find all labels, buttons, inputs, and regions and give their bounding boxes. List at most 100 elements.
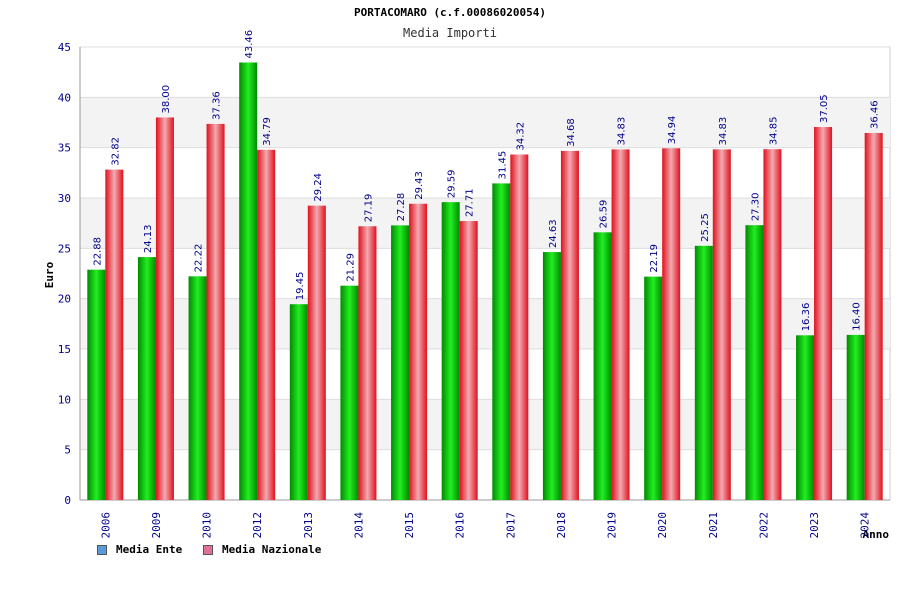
- x-tick-label: 2006: [99, 512, 112, 539]
- data-label-media-ente: 22.22: [194, 244, 205, 273]
- y-axis-label: Euro: [43, 261, 56, 288]
- y-tick-label: 25: [58, 242, 71, 255]
- x-axis-label: Anno: [863, 528, 890, 541]
- x-tick-label: 2016: [454, 512, 467, 539]
- bar-media-ente: [289, 304, 308, 500]
- x-tick-label: 2024: [859, 512, 872, 539]
- data-label-media-nazionale: 34.94: [667, 116, 678, 145]
- bar-media-ente: [340, 285, 359, 500]
- data-label-media-nazionale: 34.83: [718, 117, 729, 146]
- x-tick-label: 2013: [302, 512, 315, 539]
- x-tick-label: 2021: [707, 512, 720, 539]
- bar-media-nazionale: [409, 203, 428, 500]
- data-label-media-ente: 31.45: [497, 151, 508, 180]
- bar-media-ente: [644, 276, 663, 500]
- y-tick-label: 30: [58, 192, 71, 205]
- x-tick-label: 2019: [606, 512, 619, 539]
- legend-item-media-ente: Media Ente: [97, 543, 182, 556]
- legend-item-media-nazionale: Media Nazionale: [203, 543, 321, 556]
- bar-media-nazionale: [763, 149, 782, 500]
- bar-media-nazionale: [510, 154, 529, 500]
- bar-media-ente: [391, 225, 410, 500]
- data-label-media-ente: 43.46: [244, 30, 255, 59]
- bar-media-ente: [796, 335, 815, 500]
- y-tick-label: 35: [58, 142, 71, 155]
- chart-subtitle: Media Importi: [403, 26, 497, 40]
- y-tick-label: 20: [58, 293, 71, 306]
- y-tick-label: 0: [64, 494, 71, 507]
- bar-media-nazionale: [206, 123, 225, 500]
- y-tick-label: 5: [64, 444, 71, 457]
- x-tick-label: 2012: [251, 512, 264, 539]
- data-label-media-ente: 16.36: [801, 303, 812, 332]
- x-tick-label: 2022: [757, 512, 770, 539]
- x-tick-label: 2018: [555, 512, 568, 539]
- y-tick-label: 45: [58, 41, 71, 54]
- bar-media-nazionale: [814, 127, 833, 500]
- data-label-media-ente: 26.59: [599, 200, 610, 229]
- legend-label-media-nazionale: Media Nazionale: [222, 543, 322, 556]
- data-label-media-ente: 16.40: [852, 302, 863, 331]
- y-tick-label: 15: [58, 343, 71, 356]
- x-tick-label: 2020: [656, 512, 669, 539]
- data-label-media-nazionale: 34.68: [566, 118, 577, 147]
- bar-media-nazionale: [662, 148, 681, 500]
- bar-media-ente: [87, 269, 106, 500]
- legend-swatch-media-nazionale: [203, 544, 213, 555]
- bar-media-nazionale: [712, 149, 731, 501]
- data-label-media-ente: 24.13: [143, 224, 154, 253]
- x-tick-label: 2014: [352, 512, 365, 539]
- data-label-media-ente: 19.45: [295, 272, 306, 301]
- data-label-media-nazionale: 36.46: [870, 100, 881, 129]
- bar-media-ente: [492, 183, 511, 501]
- bar-media-nazionale: [307, 205, 326, 500]
- x-tick-label: 2017: [504, 512, 517, 539]
- data-label-media-nazionale: 37.05: [819, 94, 830, 123]
- data-label-media-ente: 27.30: [750, 193, 761, 222]
- data-label-media-nazionale: 29.43: [414, 171, 425, 200]
- chart-title: PORTACOMARO (c.f.00086020054): [353, 6, 547, 19]
- legend-swatch-media-ente: [97, 544, 107, 555]
- data-label-media-ente: 27.28: [396, 193, 407, 222]
- data-label-media-nazionale: 37.36: [212, 91, 223, 120]
- bar-media-nazionale: [611, 149, 630, 501]
- x-tick-label: 2015: [403, 512, 416, 539]
- data-label-media-ente: 22.88: [92, 237, 103, 266]
- bar-media-ente: [441, 202, 460, 501]
- bar-media-ente: [694, 245, 713, 500]
- bar-media-nazionale: [257, 149, 276, 500]
- bar-media-ente: [593, 232, 612, 500]
- bar-media-nazionale: [155, 117, 174, 500]
- bar-media-ente: [542, 252, 561, 500]
- bar-media-nazionale: [459, 221, 478, 500]
- bar-media-nazionale: [358, 226, 377, 500]
- data-label-media-nazionale: 34.79: [262, 117, 273, 146]
- y-tick-label: 10: [58, 393, 71, 406]
- data-label-media-nazionale: 34.83: [617, 117, 628, 146]
- bar-media-ente: [745, 225, 764, 500]
- data-label-media-nazionale: 34.32: [515, 122, 526, 151]
- bar-media-ente: [137, 257, 156, 500]
- x-tick-label: 2009: [150, 512, 163, 539]
- data-label-media-ente: 22.19: [649, 244, 660, 273]
- data-label-media-nazionale: 32.82: [110, 137, 121, 166]
- data-label-media-nazionale: 27.71: [465, 188, 476, 217]
- bar-media-ente: [239, 62, 258, 501]
- data-label-media-ente: 24.63: [548, 219, 559, 248]
- x-tick-label: 2010: [201, 512, 214, 539]
- data-label-media-ente: 29.59: [447, 169, 458, 198]
- data-label-media-nazionale: 27.19: [363, 194, 374, 223]
- x-tick-label: 2023: [808, 512, 821, 539]
- bar-media-nazionale: [864, 132, 883, 500]
- data-label-media-ente: 21.29: [345, 253, 356, 282]
- bar-media-nazionale: [560, 150, 579, 500]
- data-label-media-nazionale: 38.00: [161, 85, 172, 114]
- bar-media-ente: [846, 334, 865, 500]
- bar-media-nazionale: [105, 169, 124, 500]
- data-label-media-nazionale: 34.85: [768, 117, 779, 146]
- data-label-media-nazionale: 29.24: [313, 173, 324, 202]
- data-label-media-ente: 25.25: [700, 213, 711, 242]
- y-tick-label: 40: [58, 91, 71, 104]
- bar-media-ente: [188, 276, 207, 500]
